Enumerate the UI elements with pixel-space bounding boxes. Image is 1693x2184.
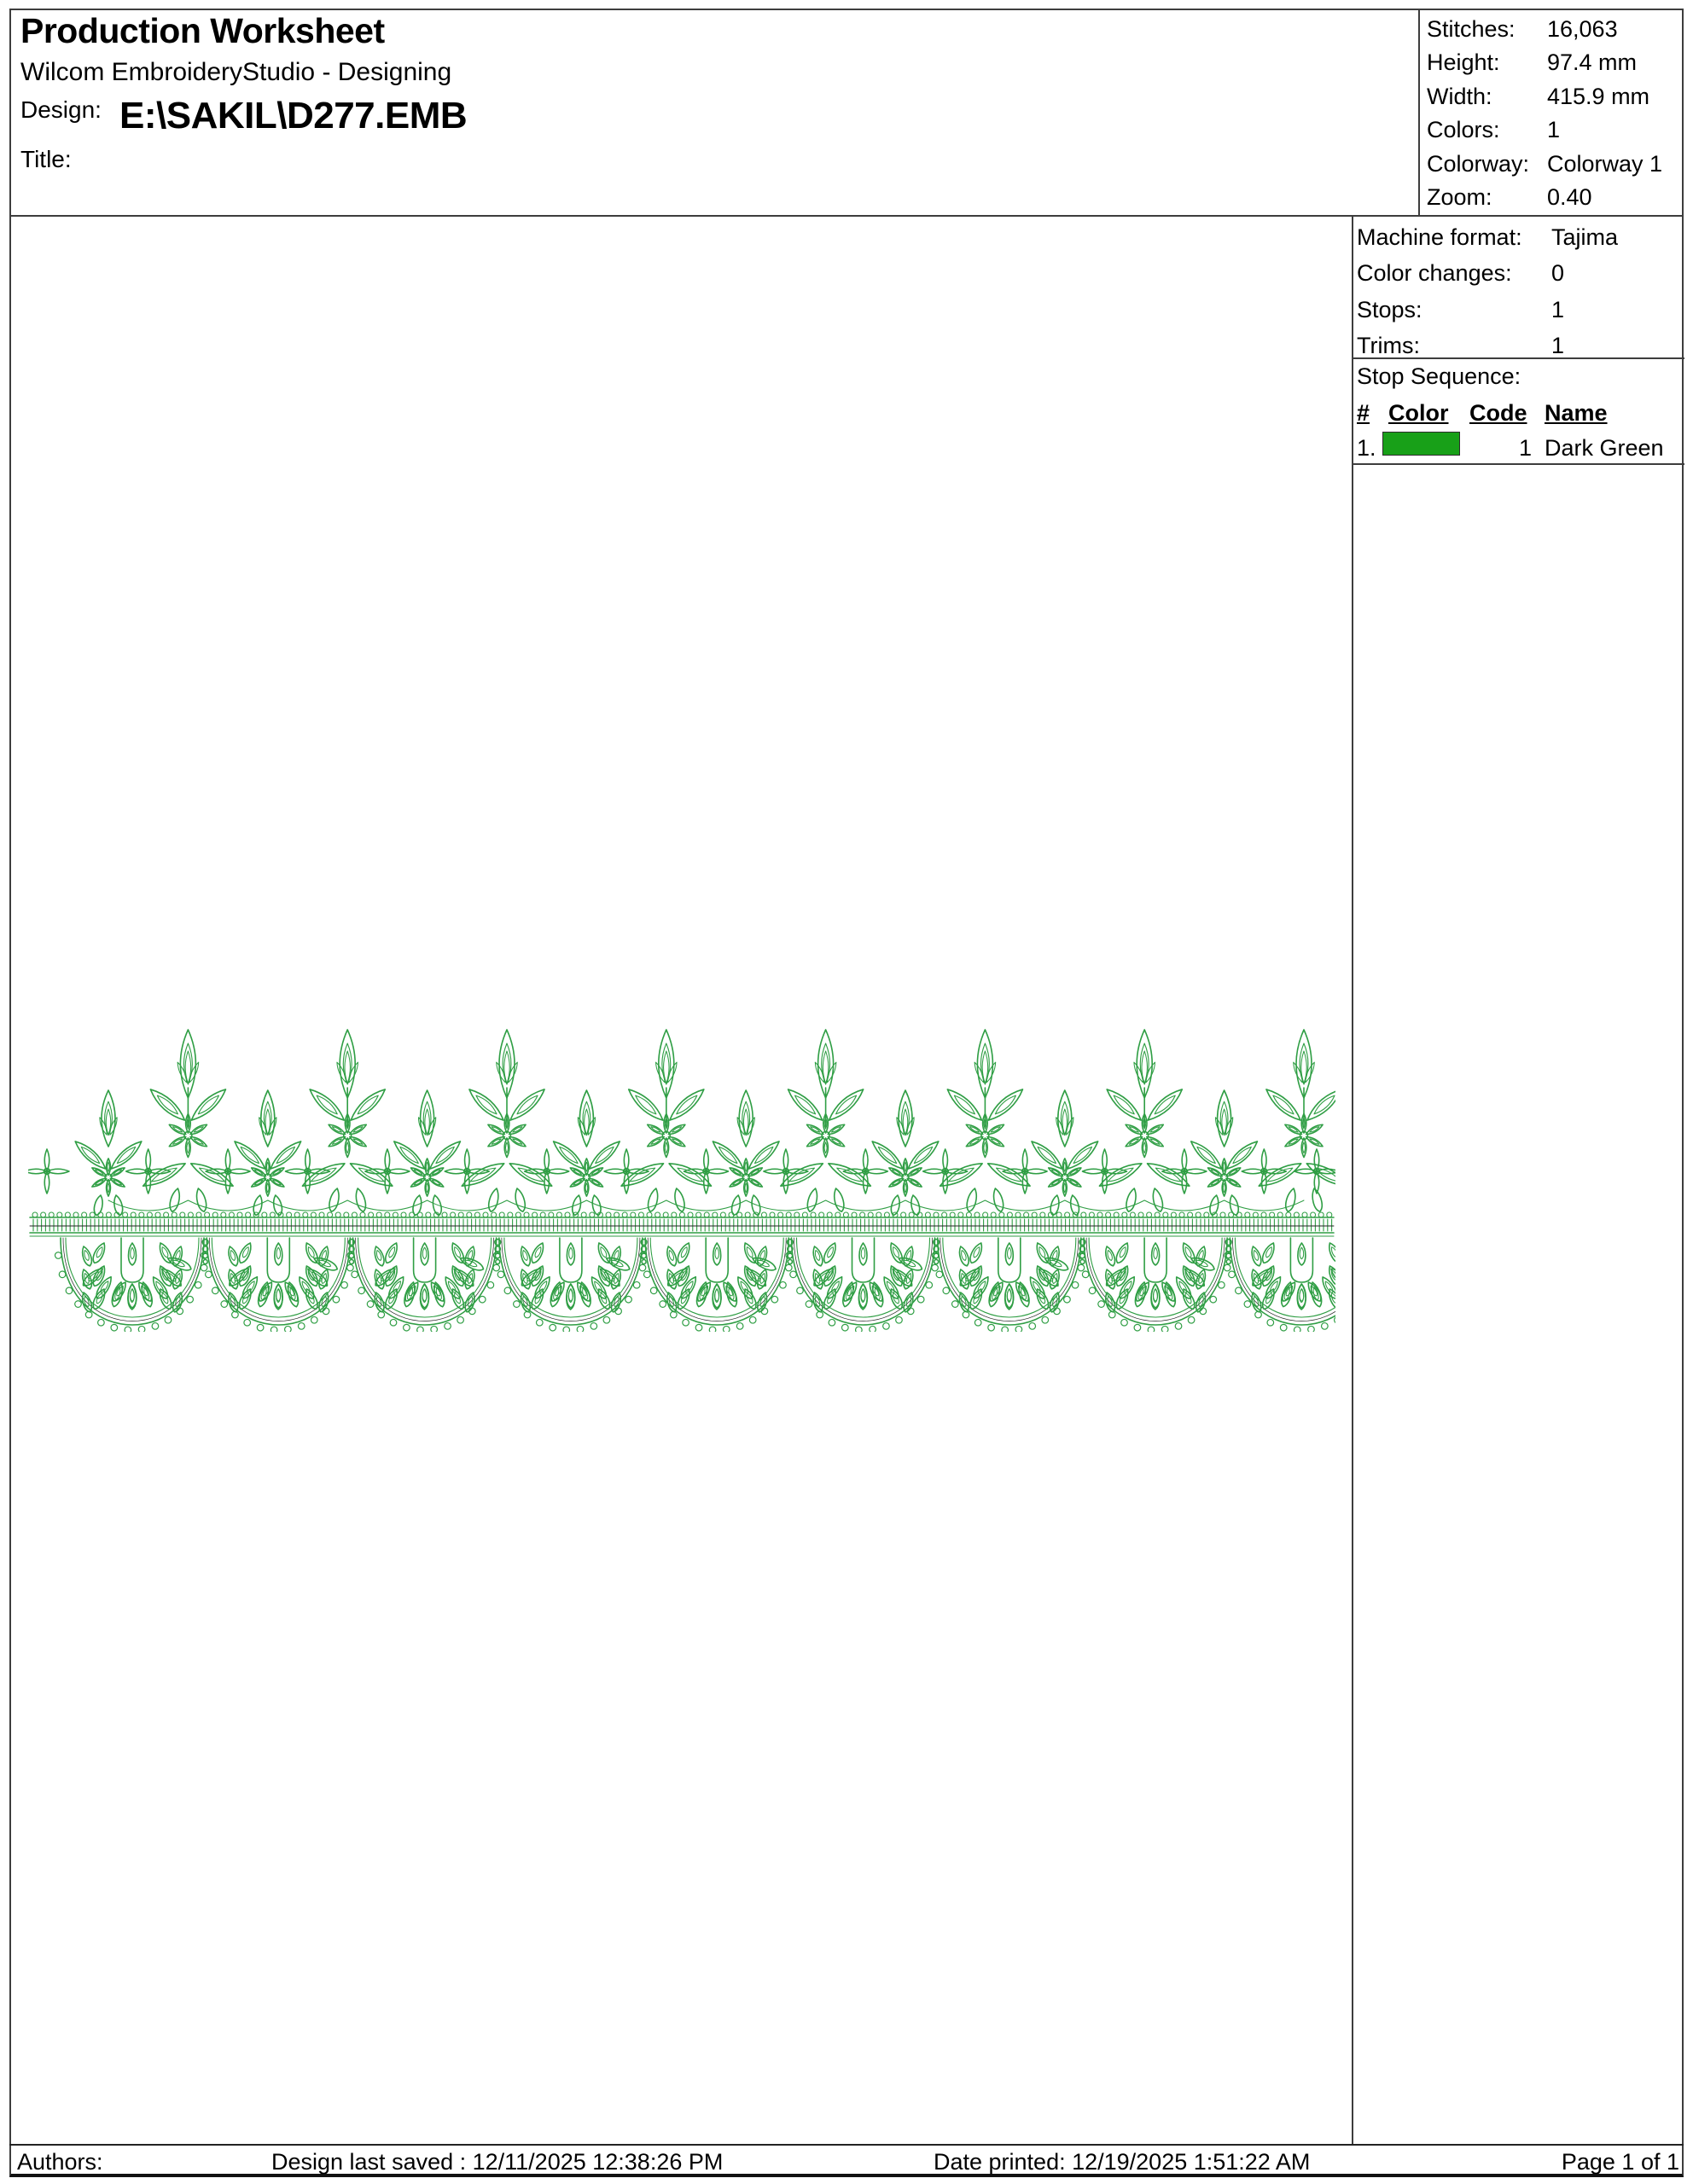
column-header-number: # bbox=[1357, 400, 1370, 426]
stat-row-width: Width: 415.9 mm bbox=[1427, 79, 1681, 113]
machine-row-colorchanges: Color changes: 0 bbox=[1357, 255, 1681, 292]
machine-value: 1 bbox=[1551, 333, 1565, 358]
stat-value: 16,063 bbox=[1547, 15, 1618, 42]
divider-footer-top bbox=[9, 2144, 1684, 2146]
machine-label: Trims: bbox=[1357, 333, 1420, 358]
last-saved-text: Design last saved : 12/11/2025 12:38:26 … bbox=[271, 2149, 724, 2175]
page-border bbox=[9, 9, 1684, 2177]
stat-value: 0.40 bbox=[1547, 183, 1592, 210]
stat-label: Height: bbox=[1427, 49, 1500, 75]
stat-label: Colorway: bbox=[1427, 150, 1530, 177]
machine-row-stops: Stops: 1 bbox=[1357, 292, 1681, 328]
design-label: Design: bbox=[20, 96, 102, 123]
machine-label: Machine format: bbox=[1357, 224, 1522, 250]
stat-label: Zoom: bbox=[1427, 183, 1492, 210]
divider-header-bottom bbox=[9, 215, 1684, 217]
stat-row-stitches: Stitches: 16,063 bbox=[1427, 12, 1681, 46]
machine-row-trims: Trims: 1 bbox=[1357, 328, 1681, 364]
stat-row-colors: Colors: 1 bbox=[1427, 113, 1681, 147]
design-path: E:\SAKIL\D277.EMB bbox=[119, 95, 468, 136]
divider-machine-bottom bbox=[1352, 357, 1684, 359]
stat-label: Colors: bbox=[1427, 116, 1500, 142]
stat-value: 415.9 mm bbox=[1547, 83, 1650, 109]
stop-name: Dark Green bbox=[1545, 435, 1664, 461]
column-header-name: Name bbox=[1545, 400, 1608, 426]
stat-label: Stitches: bbox=[1427, 15, 1516, 42]
page-title: Production Worksheet bbox=[20, 11, 385, 50]
stat-value: 1 bbox=[1547, 116, 1561, 142]
divider-stats-left bbox=[1418, 9, 1420, 217]
design-area bbox=[11, 217, 1377, 2144]
page-number: Page 1 of 1 bbox=[1561, 2149, 1679, 2175]
column-header-code: Code bbox=[1469, 400, 1527, 426]
stat-value: 97.4 mm bbox=[1547, 49, 1638, 75]
divider-stopseq-bottom bbox=[1352, 463, 1684, 465]
stat-row-zoom: Zoom: 0.40 bbox=[1427, 180, 1681, 214]
date-printed-text: Date printed: 12/19/2025 1:51:22 AM bbox=[934, 2149, 1311, 2175]
machine-row-format: Machine format: Tajima bbox=[1357, 219, 1681, 256]
authors-label: Authors: bbox=[17, 2149, 103, 2175]
machine-value: 1 bbox=[1551, 297, 1565, 322]
design-preview bbox=[24, 1026, 1377, 1334]
stop-sequence-title: Stop Sequence: bbox=[1357, 363, 1521, 389]
machine-value: 0 bbox=[1551, 260, 1565, 286]
divider-right-column bbox=[1352, 215, 1353, 2146]
machine-label: Stops: bbox=[1357, 297, 1422, 322]
title-label: Title: bbox=[20, 146, 72, 172]
app-name: Wilcom EmbroideryStudio - Designing bbox=[20, 58, 452, 86]
color-swatch bbox=[1382, 432, 1460, 456]
stat-label: Width: bbox=[1427, 83, 1492, 109]
machine-label: Color changes: bbox=[1357, 260, 1512, 286]
machine-value: Tajima bbox=[1551, 224, 1619, 250]
stat-row-height: Height: 97.4 mm bbox=[1427, 45, 1681, 79]
column-header-color: Color bbox=[1388, 400, 1449, 426]
stop-code: 1 bbox=[1518, 435, 1532, 461]
stop-number: 1. bbox=[1357, 435, 1376, 461]
stat-value: Colorway 1 bbox=[1547, 150, 1663, 177]
stat-row-colorway: Colorway: Colorway 1 bbox=[1427, 147, 1681, 181]
